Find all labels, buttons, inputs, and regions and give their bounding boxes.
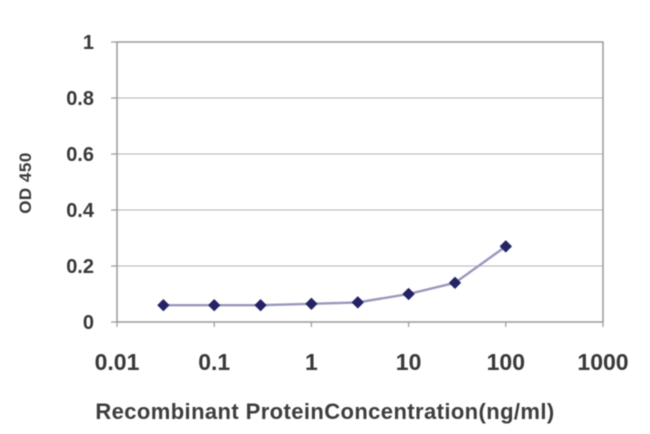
data-point-marker xyxy=(157,299,170,312)
series-line xyxy=(163,245,507,307)
data-point-marker xyxy=(351,296,364,309)
data-point-marker xyxy=(448,276,461,289)
y-tick-label: 0.2 xyxy=(66,256,94,278)
x-axis-label: Recombinant ProteinConcentration(ng/ml) xyxy=(95,399,555,424)
y-tick-label: 0.8 xyxy=(66,88,94,110)
data-point-marker xyxy=(254,299,267,312)
x-tick-label: 0.1 xyxy=(198,349,230,375)
data-point-marker xyxy=(208,299,221,312)
x-tick-label: 100 xyxy=(487,349,525,375)
x-tick-label: 10 xyxy=(396,349,422,375)
data-point-marker xyxy=(402,288,415,300)
plot-border xyxy=(116,41,604,323)
x-tick-label: 1000 xyxy=(577,349,628,375)
x-tick-label: 0.01 xyxy=(95,349,140,375)
x-tick-label: 1 xyxy=(305,349,318,375)
y-tick-label: 0.6 xyxy=(66,144,94,166)
y-tick-label: 0.4 xyxy=(66,200,95,222)
y-tick-label: 1 xyxy=(83,32,94,54)
data-point-marker xyxy=(499,240,512,253)
y-tick-label: 0 xyxy=(83,312,94,334)
data-point-marker xyxy=(305,297,318,310)
